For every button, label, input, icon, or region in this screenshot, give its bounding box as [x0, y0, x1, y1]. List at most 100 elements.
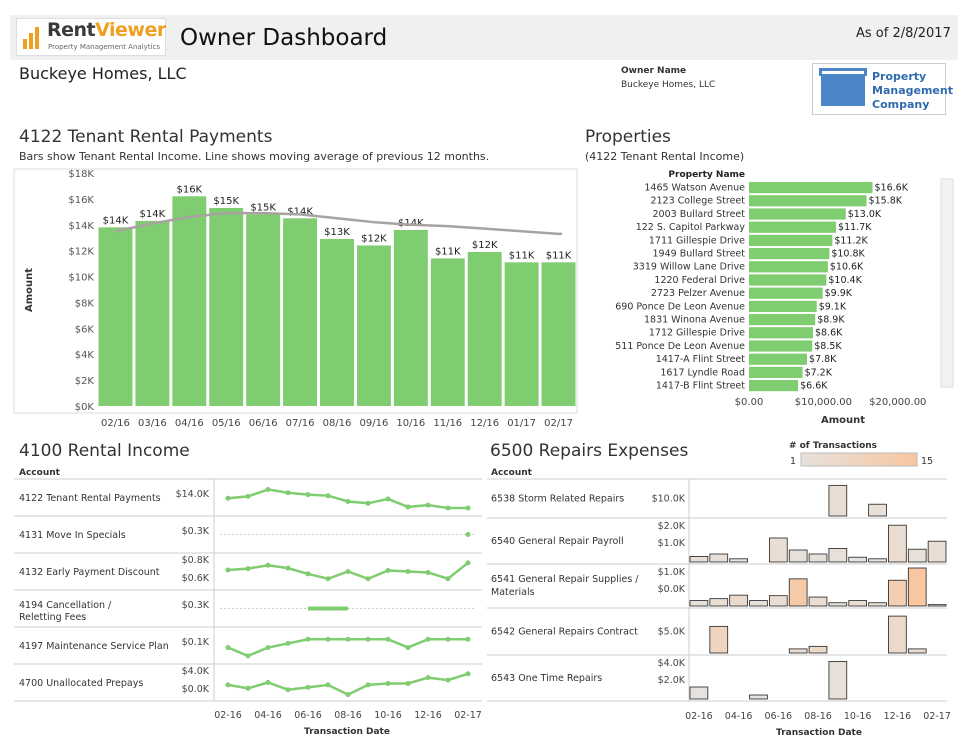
scrollbar[interactable]	[940, 178, 954, 388]
tenant-payments-title: 4122 Tenant Rental Payments	[19, 127, 273, 147]
bar-label: $15K	[213, 196, 239, 207]
properties-chart: Property Name 1465 Watson Avenue $16.6K 212…	[615, 170, 954, 426]
series-line	[227, 488, 468, 510]
y-tick-label: $10.0K	[652, 494, 686, 505]
bar	[98, 227, 133, 406]
bar	[848, 556, 868, 563]
y-tick-label: $0.3K	[182, 600, 210, 611]
x-tick-label: 08/16	[323, 418, 352, 429]
bar-label: $14K	[287, 206, 313, 217]
bar-label: $11K	[509, 250, 535, 261]
bar	[828, 602, 848, 607]
account-name: 4197 Maintenance Service Plan	[19, 641, 169, 652]
series-line	[227, 672, 469, 696]
bar	[927, 604, 947, 607]
x-axis-label: Amount	[821, 415, 865, 426]
x-tick-label: 11/16	[433, 418, 462, 429]
bar	[749, 208, 846, 220]
pm-logo-line: Property	[872, 70, 927, 83]
property-name: 1465 Watson Avenue	[644, 183, 745, 194]
logo-title: RentViewer	[47, 19, 166, 41]
bar	[172, 196, 207, 406]
x-tick-label: 06/16	[249, 418, 278, 429]
bar	[868, 558, 887, 563]
moving-average-line	[115, 211, 562, 236]
property-name: 1617 Lyndle Road	[660, 367, 745, 378]
property-name: 690 Ponce De Leon Avenue	[615, 301, 745, 312]
y-tick-label: $4K	[75, 350, 95, 361]
bar	[246, 214, 281, 406]
account-name: 6541 General Repair Supplies /	[491, 574, 639, 585]
bar	[749, 261, 828, 273]
header-bar	[10, 15, 958, 60]
bar	[927, 540, 947, 563]
bar-label: $14K	[103, 215, 129, 226]
bar	[135, 220, 170, 406]
bar-label: $10.6K	[830, 262, 864, 273]
bar	[888, 579, 907, 607]
account-name: Reletting Fees	[19, 612, 86, 623]
bar	[808, 553, 828, 563]
house-icon	[821, 74, 865, 106]
bar	[749, 314, 816, 326]
bar	[709, 553, 729, 563]
account-name: 4700 Unallocated Prepays	[19, 678, 143, 689]
y-tick-label: $10K	[68, 273, 94, 284]
bar	[888, 615, 907, 654]
bar	[868, 602, 887, 607]
bar	[749, 221, 837, 233]
account-name: 6542 General Repairs Contract	[491, 627, 638, 638]
bar-label: $7.8K	[809, 354, 837, 365]
y-tick-label: $5.0K	[658, 627, 686, 638]
page-title: Owner Dashboard	[180, 25, 388, 51]
x-tick-label: 02/16	[101, 418, 130, 429]
bar	[209, 207, 244, 406]
x-tick-label: 08-16	[334, 710, 362, 721]
bar	[749, 234, 833, 246]
bar-label: $7.2K	[805, 367, 833, 378]
repairs-title: 6500 Repairs Expenses	[490, 441, 689, 461]
bar	[749, 327, 813, 339]
row-header: Account	[19, 468, 61, 478]
properties-title: Properties	[585, 127, 671, 147]
y-tick-label: $1.0K	[658, 538, 686, 549]
bar	[320, 239, 354, 406]
bar-label: $16.6K	[875, 183, 909, 194]
bar-label: $16K	[176, 184, 202, 195]
x-tick-label: 09/16	[360, 418, 389, 429]
x-tick-label: 10-16	[374, 710, 402, 721]
x-tick-label: 10-16	[844, 711, 872, 722]
bar-label: $8.9K	[817, 315, 845, 326]
row-header: Account	[491, 468, 533, 478]
y-tick-label: $0.6K	[182, 573, 210, 584]
x-tick-label: 04/16	[175, 418, 204, 429]
bar	[283, 218, 318, 406]
bar	[749, 182, 873, 194]
y-tick-label: $0.1K	[182, 637, 210, 648]
bar-label: $8.6K	[815, 328, 843, 339]
x-tick-label: 12/16	[470, 418, 499, 429]
bar	[907, 548, 927, 563]
x-tick-label: $0.00	[735, 397, 764, 408]
bar	[689, 600, 709, 607]
y-tick-label: $0.3K	[182, 526, 210, 537]
x-tick-label: 06-16	[294, 710, 322, 721]
x-tick-label: 10/16	[396, 418, 425, 429]
account-name: 4194 Cancellation /	[19, 600, 112, 611]
y-tick-label: $1.0K	[658, 567, 686, 578]
properties-subtitle: (4122 Tenant Rental Income)	[585, 150, 745, 163]
property-name: 1831 Winona Avenue	[644, 315, 745, 326]
x-tick-label: 02/17	[544, 418, 573, 429]
bar	[868, 503, 887, 517]
account-name: 6540 General Repair Payroll	[491, 536, 624, 547]
bar	[393, 229, 428, 406]
bar-label: $10.8K	[831, 249, 865, 260]
rental-income-chart: Account 4122 Tenant Rental Payments $14.0K…	[14, 468, 482, 737]
bar	[828, 660, 848, 700]
property-name: 1417-A Flint Street	[656, 354, 746, 365]
pm-logo-line: Management	[872, 84, 953, 97]
bar	[828, 484, 848, 517]
legend-min: 1	[790, 456, 796, 467]
bar	[729, 558, 748, 563]
bar	[749, 353, 808, 365]
